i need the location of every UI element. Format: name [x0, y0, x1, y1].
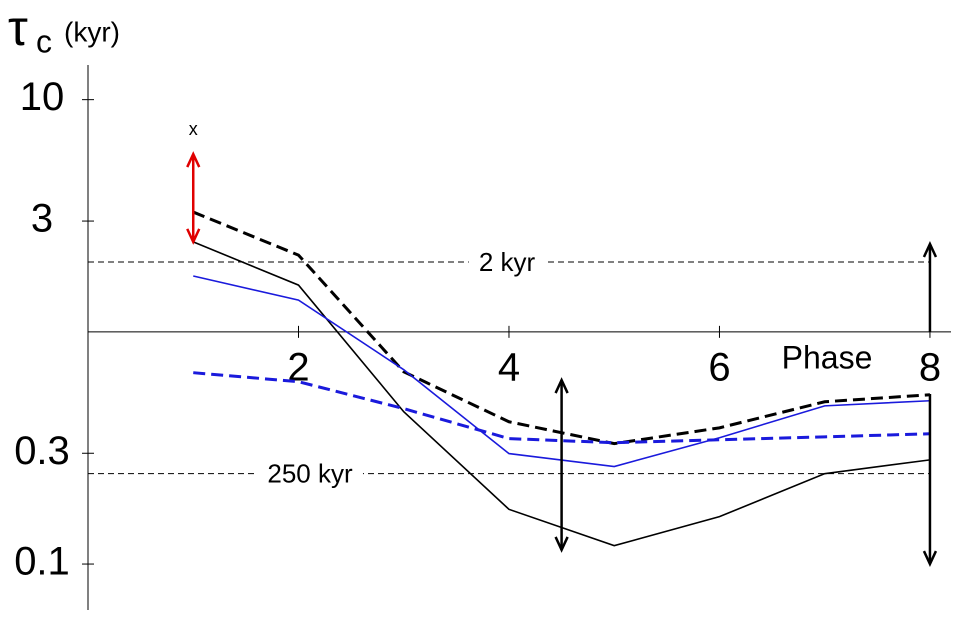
y-label-symbol: τ: [8, 0, 28, 56]
arrow-head: [922, 241, 938, 258]
reference-label: 2 kyr: [479, 247, 536, 277]
y-label-subscript: c: [36, 23, 52, 59]
label-background: [468, 246, 546, 277]
reference-label: 250 kyr: [267, 459, 353, 489]
series-line: [193, 371, 930, 445]
arrow-head: [554, 377, 569, 394]
arrow-head: [186, 151, 201, 168]
y-tick-label: 0.1: [14, 540, 70, 584]
arrow-head: [186, 228, 201, 245]
y-tick-label: 0.3: [14, 429, 70, 473]
label-background: [257, 458, 363, 489]
x-tick-label: 8: [919, 345, 941, 389]
y-tick-label: 3: [31, 197, 53, 241]
arrow-label: x: [189, 119, 198, 139]
x-label: Phase: [782, 339, 873, 375]
y-tick-label: 10: [20, 75, 65, 119]
x-tick-label: 2: [287, 345, 309, 389]
x-tick-label: 6: [708, 345, 730, 389]
x-tick-label: 4: [498, 345, 520, 389]
arrow-head: [922, 550, 938, 568]
y-label-unit: (kyr): [64, 16, 120, 47]
arrow-head: [554, 536, 569, 553]
